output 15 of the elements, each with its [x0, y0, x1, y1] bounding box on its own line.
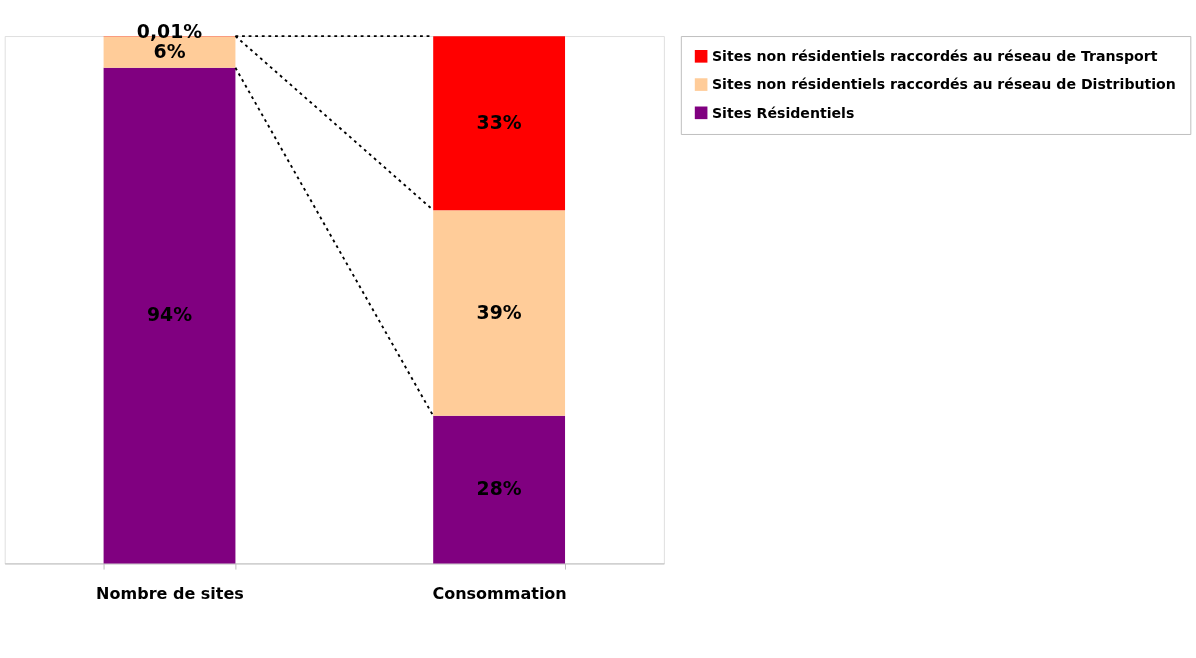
x-tick-label: Nombre de sites	[96, 583, 244, 603]
legend-label: Sites non résidentiels raccordés au réseau de Distribution	[711, 76, 1176, 93]
bar	[433, 210, 566, 416]
data-label: 33%	[476, 111, 522, 133]
bar	[103, 67, 236, 564]
data-label: 39%	[476, 301, 522, 323]
legend-label: Sites non résidentiels raccordés au réseau de Transport	[711, 48, 1158, 65]
data-label: 6%	[153, 40, 186, 62]
x-tick-label: Consommation	[432, 583, 567, 603]
data-label: 28%	[476, 478, 522, 500]
data-label: 94%	[146, 304, 193, 326]
data-label: 0,01%	[136, 20, 203, 42]
bar	[433, 36, 566, 211]
bar	[433, 415, 566, 564]
legend-label: Sites Résidentiels	[711, 104, 855, 121]
